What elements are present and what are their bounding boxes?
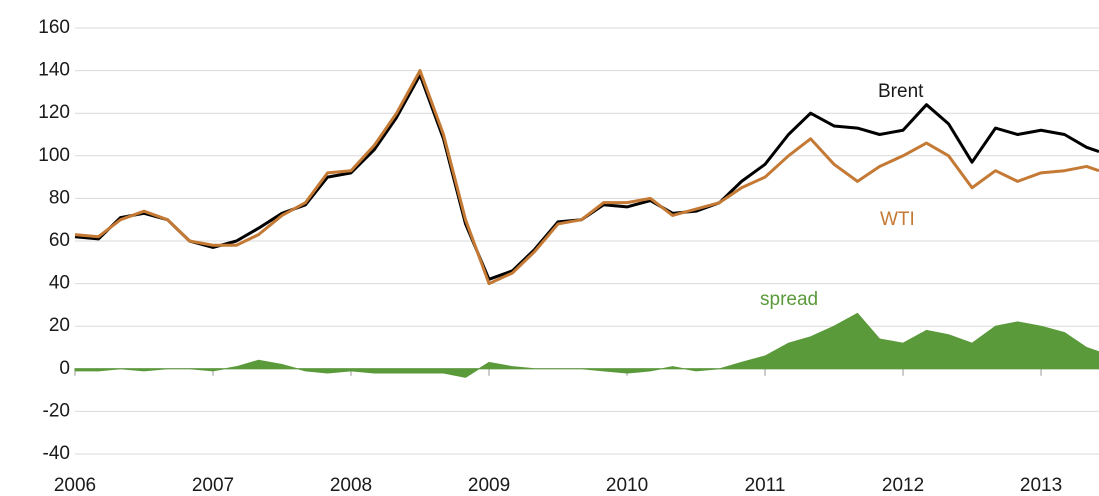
y-tick-label: 40 [49,273,70,294]
y-tick-label: 140 [38,60,70,81]
y-tick-label: 80 [49,187,70,208]
y-tick-label: 120 [38,102,70,123]
y-tick-label: 20 [49,315,70,336]
series-label: Brent [878,81,924,102]
y-tick-label: -40 [43,443,70,464]
spread-area [74,312,1099,378]
x-tick-label: 2006 [54,475,96,496]
series-line [74,73,1099,281]
series-label: spread [760,289,818,310]
x-tick-label: 2008 [330,475,372,496]
y-tick-label: 100 [38,145,70,166]
series-label: WTI [880,209,915,230]
y-tick-label: -20 [43,400,70,421]
x-tick-label: 2011 [745,475,786,496]
x-tick-label: 2013 [1020,475,1062,496]
x-tick-label: 2012 [882,475,924,496]
y-tick-label: 60 [49,230,70,251]
x-tick-label: 2007 [192,475,234,496]
series-line [74,69,1099,286]
x-tick-label: 2009 [468,475,510,496]
x-tick-label: 2010 [606,475,648,496]
y-tick-label: 0 [59,358,70,379]
y-tick-label: 160 [38,17,70,38]
